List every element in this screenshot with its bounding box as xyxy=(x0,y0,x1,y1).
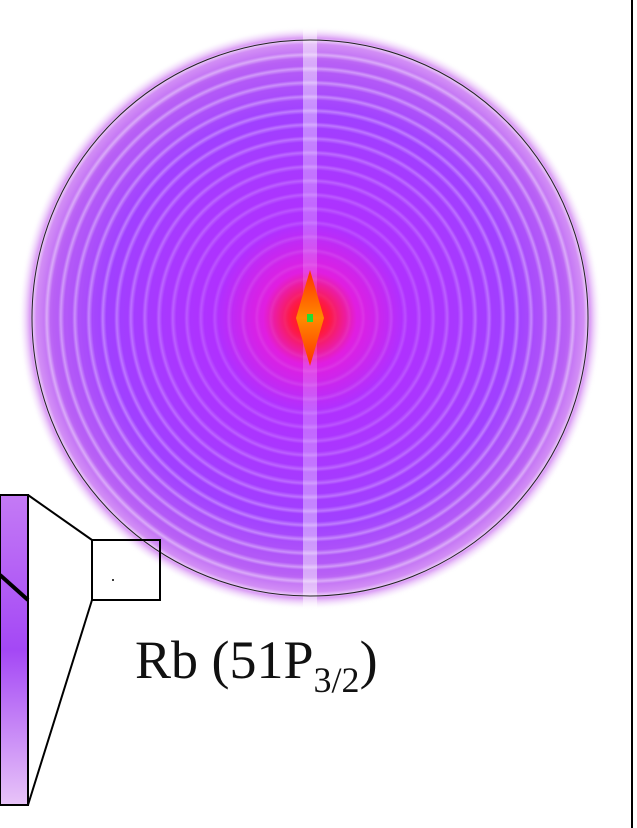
label-close: ) xyxy=(360,630,378,690)
label-main: Rb (51P xyxy=(135,630,314,690)
label-subscript: 3/2 xyxy=(314,660,360,700)
page: Rb (51P3/2) (() => { const data = JSON.p… xyxy=(0,0,637,828)
species-label: Rb (51P3/2) xyxy=(135,630,378,700)
figure: Rb (51P3/2) xyxy=(0,0,637,828)
